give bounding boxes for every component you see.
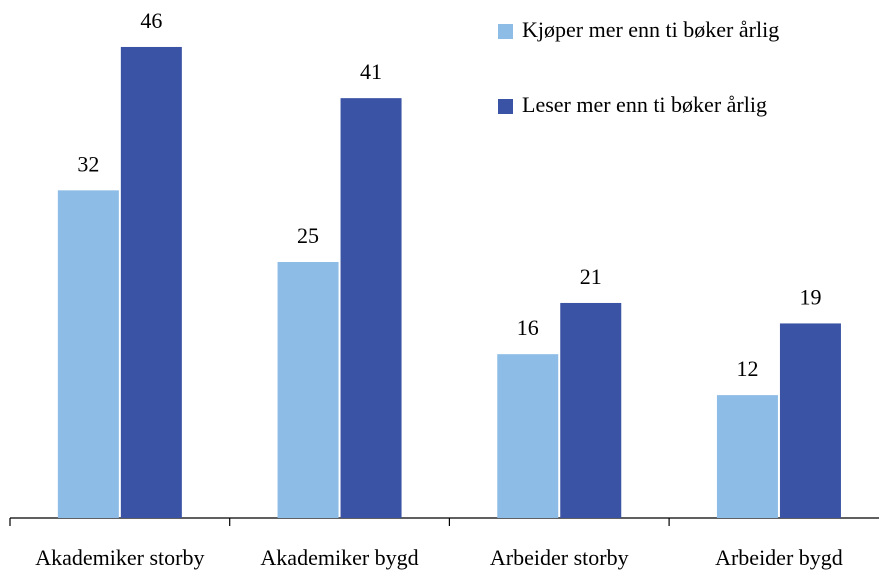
bar (497, 354, 559, 518)
x-tick-label: Arbeider storby (490, 545, 629, 570)
value-label: 19 (799, 284, 821, 309)
value-label: 41 (360, 59, 382, 84)
bar (340, 98, 402, 518)
bar (277, 262, 339, 518)
bar (120, 46, 182, 519)
bar (716, 395, 778, 518)
value-label: 46 (140, 8, 162, 33)
bar (560, 302, 622, 518)
legend-label: Kjøper mer enn ti bøker årlig (522, 17, 779, 42)
x-tick-label: Akademiker bygd (260, 545, 418, 570)
legend-label: Leser mer enn ti bøker årlig (522, 92, 767, 117)
value-label: 16 (517, 315, 539, 340)
legend-swatch (498, 99, 513, 114)
bar (779, 323, 841, 518)
value-label: 21 (580, 264, 602, 289)
legend-swatch (498, 24, 513, 39)
x-tick-label: Arbeider bygd (715, 545, 843, 570)
value-label: 12 (736, 356, 758, 381)
value-label: 25 (297, 223, 319, 248)
x-tick-label: Akademiker storby (35, 545, 204, 570)
bar (57, 190, 119, 518)
value-label: 32 (77, 151, 99, 176)
